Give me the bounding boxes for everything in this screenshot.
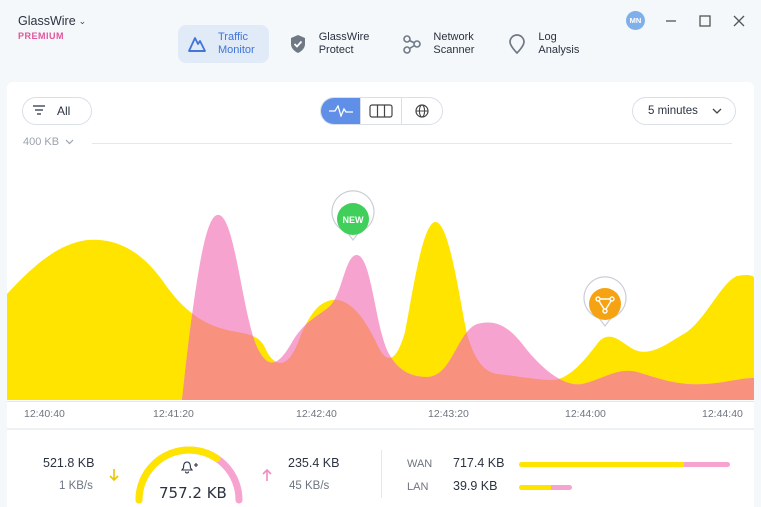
tab-label: Log Analysis (538, 31, 580, 56)
scale-dropdown[interactable]: 400 KB (23, 136, 74, 148)
network-icon (401, 33, 423, 55)
download-rate: 1 KB/s (59, 480, 93, 492)
upload-rate: 45 KB/s (289, 480, 330, 492)
lan-value: 39.9 KB (453, 479, 498, 493)
new-marker-label: NEW (343, 215, 365, 225)
arrow-up-icon (261, 468, 273, 487)
overlap-area (7, 221, 754, 400)
x-tick-label: 12:41:20 (153, 408, 194, 420)
wan-download-segment (519, 462, 684, 467)
bell-plus-icon[interactable] (180, 460, 199, 479)
wan-value: 717.4 KB (453, 456, 505, 470)
usage-summary: 521.8 KB 1 KB/s 757.2 KB 235.4 KB 45 KB/… (7, 430, 754, 507)
header: GlassWire ⌄ PREMIUM Traffic Monitor Glas… (0, 0, 761, 82)
usage-gauge (135, 446, 243, 504)
tab-label: Network Scanner (433, 31, 475, 56)
lan-download-segment (519, 485, 551, 490)
chevron-down-icon (712, 105, 722, 117)
x-tick-label: 12:44:40 (702, 408, 743, 420)
maximize-icon[interactable] (697, 13, 713, 29)
tab-label: Traffic Monitor (218, 31, 255, 56)
tab-log-analysis[interactable]: Log Analysis (498, 25, 593, 63)
app-name: GlassWire (18, 14, 76, 28)
tab-traffic-monitor[interactable]: Traffic Monitor (178, 25, 269, 63)
wan-label: WAN (407, 458, 433, 470)
chevron-down-icon: ⌄ (78, 15, 87, 26)
close-icon[interactable] (731, 13, 747, 29)
x-tick-label: 12:42:40 (296, 408, 337, 420)
view-split-button[interactable] (361, 98, 402, 124)
globe-icon[interactable] (402, 98, 442, 124)
scale-label: 400 KB (23, 136, 60, 148)
total-usage: 757.2 KB (159, 484, 227, 502)
lan-upload-segment (551, 485, 572, 490)
scale-gridline (92, 143, 732, 144)
tab-glasswire-protect[interactable]: GlassWire Protect (279, 25, 384, 63)
divider (7, 428, 754, 430)
shield-icon (287, 33, 309, 55)
traffic-graph: NEW (7, 190, 754, 400)
new-app-marker[interactable]: NEW (331, 190, 375, 241)
location-pin-icon (506, 33, 528, 55)
time-range-dropdown[interactable]: 5 minutes (632, 97, 736, 125)
lan-label: LAN (407, 481, 429, 493)
graph-view-toggle (320, 97, 443, 125)
plan-badge: PREMIUM (18, 31, 64, 41)
gauge-download-arc (135, 446, 243, 504)
main-nav: Traffic Monitor GlassWire Protect Networ… (178, 25, 603, 63)
traffic-graph-panel: All 5 minutes 400 KB (7, 82, 754, 428)
minimize-icon[interactable] (663, 13, 679, 29)
x-tick-label: 12:40:40 (24, 408, 65, 420)
lan-usage-bar (519, 485, 572, 490)
view-graph-button[interactable] (321, 98, 362, 124)
filter-label: All (57, 104, 71, 118)
filter-dropdown[interactable]: All (22, 97, 92, 125)
x-tick-label: 12:43:20 (428, 408, 469, 420)
tab-network-scanner[interactable]: Network Scanner (393, 25, 488, 63)
avatar[interactable]: MN (626, 11, 645, 30)
traffic-monitor-icon (186, 33, 208, 55)
x-tick-label: 12:44:00 (565, 408, 606, 420)
brand-menu[interactable]: GlassWire ⌄ PREMIUM (18, 14, 86, 41)
time-range-label: 5 minutes (648, 105, 698, 117)
network-event-marker[interactable] (583, 276, 627, 327)
arrow-down-icon (108, 468, 120, 487)
download-total: 521.8 KB (43, 456, 95, 470)
tab-label: GlassWire Protect (318, 31, 370, 56)
wan-upload-segment (684, 462, 730, 467)
chevron-down-icon (65, 139, 74, 145)
x-axis (7, 401, 754, 402)
filter-icon (33, 104, 45, 118)
upload-total: 235.4 KB (288, 456, 340, 470)
divider (381, 450, 382, 498)
window-controls: MN (626, 11, 747, 30)
wan-usage-bar (519, 462, 730, 467)
